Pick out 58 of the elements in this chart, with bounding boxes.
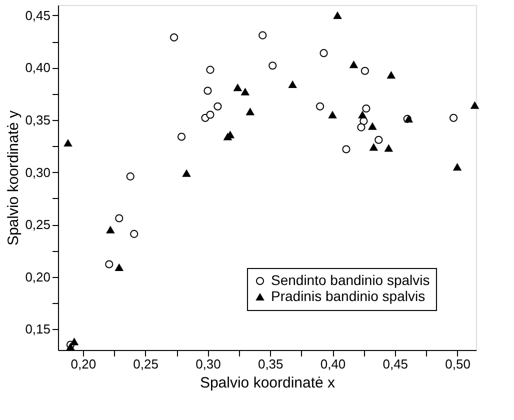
point [333,12,342,20]
point [258,31,267,40]
point [105,260,114,268]
point [130,230,138,238]
point [368,122,376,130]
point [342,145,350,154]
point [268,62,277,70]
y-tick-label: 0,20 [25,269,50,284]
y-tick-label: 0,45 [25,8,50,23]
point [106,226,114,234]
x-tick-label: 0,25 [133,356,158,372]
point [328,111,337,118]
point [358,111,366,118]
y-tick-label: 0,30 [25,164,50,180]
y-tick-label: 0,25 [25,217,50,232]
point [370,144,378,151]
point [374,136,383,144]
point [126,172,134,180]
x-tick-label: 0,35 [258,356,284,372]
x-tick-label: 0,20 [70,356,96,372]
point [214,102,222,110]
point [66,343,75,350]
y-tick-label: 0,15 [25,322,50,337]
legend-label: Pradinis bandinio spalvis [271,288,426,304]
x-tick-label: 0,45 [382,356,408,372]
point [206,110,214,119]
point [206,66,214,74]
x-tick-label: 0,50 [445,356,470,372]
point [387,71,396,79]
point [177,132,186,141]
point [470,102,479,109]
x-tick-label: 0,40 [320,356,346,372]
legend-label: Sendinto bandinio spalvis [271,272,430,288]
point [241,88,250,96]
point [288,80,297,88]
point [320,49,328,58]
point [316,102,324,110]
point [204,86,212,95]
point [384,144,393,152]
point [246,108,254,116]
point [453,163,462,171]
point [64,139,72,147]
point [70,338,78,346]
point [360,66,369,75]
point [234,84,242,92]
x-axis-title: Spalvio koordinatė x [200,374,336,392]
point [450,114,458,122]
point [357,123,366,132]
point [115,214,124,222]
point [362,104,370,113]
point [182,170,191,177]
x-tick-label: 0,30 [196,356,221,372]
point [115,264,124,271]
point [350,61,358,68]
point [170,33,178,42]
y-tick-label: 0,40 [25,60,50,76]
y-axis-title: Spalvio koordinatė y [5,110,22,246]
y-tick-label: 0,35 [25,112,50,128]
